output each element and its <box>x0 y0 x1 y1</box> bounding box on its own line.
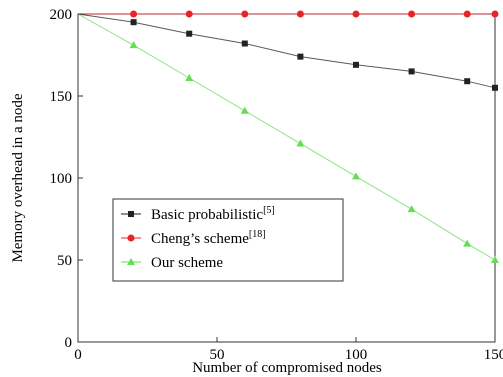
legend: Basic probabilistic[5] Cheng’s scheme[18]… <box>112 198 344 282</box>
series-2-point-3 <box>296 139 305 147</box>
y-tick-label-3: 150 <box>50 89 73 105</box>
series-1-point-2 <box>241 10 249 18</box>
series-2-point-6 <box>463 239 472 247</box>
legend-label-1: Cheng’s scheme[18] <box>151 229 266 247</box>
series-2-point-0 <box>129 41 138 49</box>
series-0-point-4 <box>353 61 359 68</box>
series-0-point-7 <box>492 84 498 91</box>
series-0-point-5 <box>408 68 415 75</box>
series-0-point-6 <box>464 78 471 85</box>
series-2-point-5 <box>407 205 416 213</box>
legend-name-2: Our scheme <box>151 255 223 271</box>
series-1-point-7 <box>491 10 499 18</box>
x-tick-label-1: 50 <box>210 347 225 363</box>
y-tick-label-0: 0 <box>65 335 73 351</box>
series-0-point-0 <box>130 19 137 26</box>
series-1-point-4 <box>352 10 360 18</box>
y-tick-label-4: 200 <box>50 7 73 23</box>
series-2-point-4 <box>352 172 360 180</box>
series-0-point-2 <box>241 40 248 47</box>
series-1-point-6 <box>463 10 471 18</box>
series-1-point-3 <box>296 10 304 18</box>
plot-layer <box>77 10 499 263</box>
series-0-point-3 <box>297 53 304 60</box>
x-tick-label-0: 0 <box>74 347 82 363</box>
y-tick-label-2: 100 <box>50 171 73 187</box>
x-tick-label-2: 100 <box>345 347 368 363</box>
series-1-point-0 <box>130 10 138 18</box>
plot-frame <box>77 13 496 343</box>
series-1-point-1 <box>185 10 193 18</box>
legend-marker-2 <box>127 258 135 265</box>
legend-label-0: Basic probabilistic[5] <box>151 205 275 223</box>
series-line-0 <box>77 13 496 89</box>
legend-box <box>112 198 344 282</box>
legend-name-0: Basic probabilistic <box>151 207 263 223</box>
x-axis-title: Number of compromised nodes <box>192 360 382 376</box>
legend-label-2: Our scheme <box>151 255 223 271</box>
y-axis-title: Memory overhead in a node <box>10 93 26 262</box>
y-tick-label-1: 50 <box>57 253 72 269</box>
legend-marker-0 <box>128 211 134 217</box>
series-2-point-1 <box>185 73 194 81</box>
legend-ref-1: [18] <box>249 229 266 240</box>
series-1-point-5 <box>408 10 416 18</box>
series-2-point-7 <box>491 256 499 263</box>
legend-marker-1 <box>127 234 135 242</box>
tick-layer: 0 50 100 150 0 50 100 150 200 <box>50 7 503 363</box>
legend-name-1: Cheng’s scheme <box>151 231 249 247</box>
x-tick-label-3: 150 <box>484 347 503 363</box>
legend-ref-0: [5] <box>263 205 275 216</box>
series-2-point-2 <box>240 106 249 114</box>
series-0-point-1 <box>186 30 193 37</box>
